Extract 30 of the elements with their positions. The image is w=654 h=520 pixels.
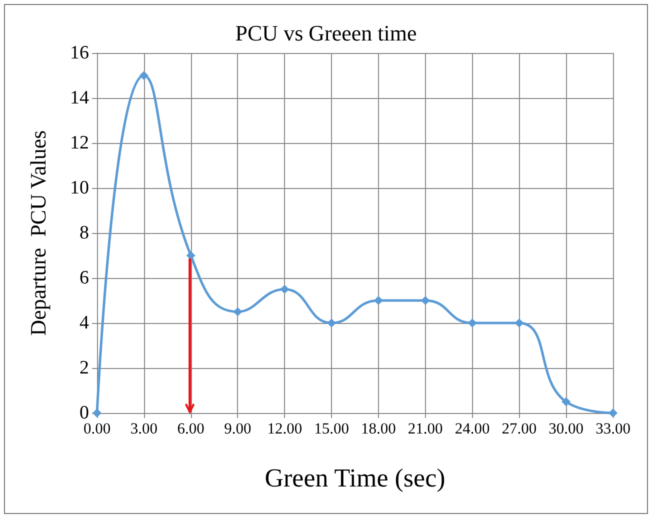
x-tick-label: 30.00: [548, 420, 584, 438]
x-tick-label: 27.00: [502, 420, 537, 438]
chart-title: PCU vs Greeen time: [235, 20, 417, 46]
x-tick-label: 6.00: [177, 420, 205, 438]
point: [468, 318, 477, 328]
y-tick-label: 8: [80, 222, 89, 244]
point: [562, 397, 571, 406]
y-tick-label: 6: [80, 268, 89, 288]
point: [233, 307, 242, 316]
x-tick-label: 3.00: [130, 420, 158, 438]
y-tick-label: 14: [70, 88, 90, 108]
x-tick-label: 18.00: [361, 420, 396, 438]
y-tick-label: 2: [80, 358, 89, 378]
x-tick-label: 12.00: [267, 420, 302, 438]
point: [280, 284, 290, 294]
x-tick-label: 21.00: [408, 420, 444, 438]
point: [514, 318, 524, 328]
x-tick-label: 24.00: [454, 420, 490, 438]
x-axis-title: Green Time (sec): [264, 464, 446, 492]
y-axis-title: Departure PCU Values: [26, 130, 50, 336]
point: [139, 71, 148, 80]
x-tick-label: 0.00: [83, 420, 111, 438]
y-tick-label: 10: [70, 178, 89, 198]
y-tick-label: 12: [70, 132, 89, 154]
x-tick-label: 15.00: [314, 420, 350, 438]
y-tick-label: 4: [80, 312, 90, 334]
y-tick-label: 0: [80, 402, 89, 424]
x-tick-label: 33.00: [596, 420, 631, 438]
y-tick-label: 16: [70, 42, 89, 64]
x-tick-label: 9.00: [224, 420, 252, 438]
